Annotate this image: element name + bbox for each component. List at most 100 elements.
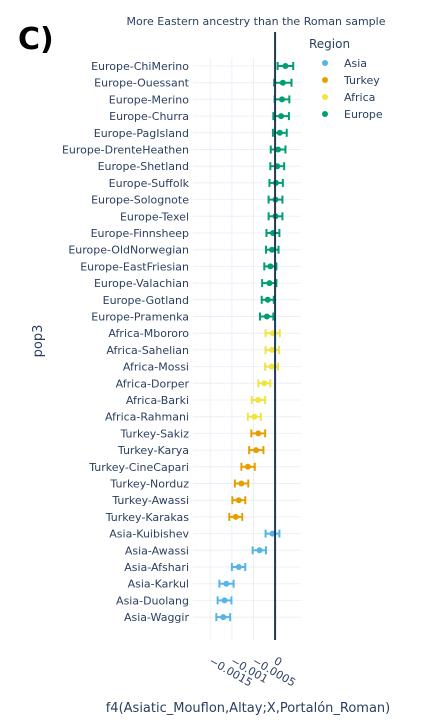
data-point [268, 363, 275, 370]
error-bar [269, 162, 286, 171]
error-bar [276, 62, 295, 70]
y-tick-label: Europe-EastFriesian [80, 260, 189, 273]
data-point [278, 96, 285, 103]
error-bar [240, 462, 256, 471]
data-point [223, 580, 230, 587]
y-tick-label: Europe-Shetland [98, 160, 189, 173]
y-tick-label: Europe-PagIsland [94, 127, 189, 140]
y-tick-label: Africa-Mbororo [108, 327, 189, 340]
legend-label: Asia [344, 57, 367, 70]
y-tick-label: Europe-Valachian [94, 277, 189, 290]
y-tick-label: Asia-Duolang [116, 594, 189, 607]
data-point [264, 296, 271, 303]
legend-label: Africa [344, 91, 375, 104]
y-tick-label: Europe-Texel [120, 210, 189, 223]
error-bar [264, 362, 280, 371]
y-tick-label: Europe-Ouessant [94, 77, 190, 90]
error-bar [218, 579, 235, 588]
y-tick-label: Asia-Waggir [124, 611, 190, 624]
error-bar [258, 312, 275, 321]
y-tick-label: Africa-Mossi [123, 361, 189, 374]
data-point [278, 113, 285, 120]
y-tick-label: Europe-Suffolk [109, 177, 190, 190]
data-point [269, 346, 276, 353]
data-point [251, 413, 258, 420]
data-point [244, 463, 251, 470]
y-tick-label: Turkey-Norduz [109, 478, 189, 491]
y-tick-label: Asia-Afshari [124, 561, 189, 574]
error-bar [261, 279, 278, 288]
y-tick-label: Turkey-CineCapari [88, 461, 189, 474]
data-point [255, 430, 262, 437]
data-point [253, 447, 260, 454]
error-bar [269, 145, 287, 154]
error-bar [215, 613, 232, 622]
legend[interactable]: Region Asia Turkey Africa Europe [309, 37, 383, 121]
legend-item-africa[interactable]: Africa [322, 91, 375, 104]
x-axis-title: f4(Asiatic_Mouflon,Altay;X,Portalón_Roma… [106, 701, 391, 716]
data-point [220, 614, 227, 621]
data-point [267, 263, 274, 270]
legend-item-asia[interactable]: Asia [322, 57, 367, 70]
data-point [266, 280, 273, 287]
legend-marker [322, 60, 328, 66]
y-tick-label: Europe-DrenteHeathen [62, 144, 189, 157]
y-tick-label: Europe-Gotland [103, 294, 189, 307]
error-bar [273, 95, 291, 104]
legend-item-europe[interactable]: Europe [322, 108, 383, 121]
error-bar [231, 496, 247, 505]
error-bar [233, 479, 250, 488]
data-point [282, 63, 289, 69]
error-bar [264, 329, 281, 338]
y-tick-label: Turkey-Awassi [111, 494, 189, 507]
legend-item-turkey[interactable]: Turkey [322, 74, 380, 87]
y-tick-label: Africa-Barki [126, 394, 189, 407]
legend-marker [322, 77, 328, 83]
y-tick-label: Europe-OldNorwegian [68, 244, 189, 257]
error-bar [248, 446, 265, 455]
data-point [275, 146, 282, 153]
data-point [235, 497, 242, 504]
error-bar [251, 546, 268, 555]
legend-title: Region [309, 37, 350, 51]
y-tick-label: Turkey-Karya [117, 444, 189, 457]
y-tick-label: Africa-Sahelian [106, 344, 189, 357]
error-bar [257, 379, 272, 388]
data-marks [215, 62, 295, 622]
legend-marker [322, 94, 328, 100]
y-tick-label: Africa-Rahmani [105, 411, 189, 424]
y-tick-labels: Europe-ChiMerino Europe-Ouessant Europe-Me… [62, 60, 190, 624]
error-bar [250, 396, 267, 404]
error-bar [250, 429, 267, 438]
y-tick-label: Europe-Solognote [91, 194, 189, 207]
y-axis-title: pop3 [31, 325, 46, 358]
annotation: More Eastern ancestry than the Roman sam… [126, 15, 385, 28]
data-point [269, 530, 276, 537]
data-point [261, 380, 268, 387]
y-tick-label: Europe-Churra [109, 110, 189, 123]
legend-label: Turkey [343, 74, 380, 87]
panel-label: C) [18, 22, 54, 57]
data-point [221, 597, 228, 604]
error-bar [264, 345, 280, 354]
y-tick-label: Turkey-Karakas [105, 511, 190, 524]
data-point [238, 480, 245, 487]
error-bar [268, 178, 284, 187]
error-bar [260, 295, 275, 304]
y-tick-label: Europe-Merino [109, 93, 189, 106]
y-tick-label: Asia-Awassi [125, 544, 189, 557]
error-bar [273, 78, 293, 87]
y-tick-label: Europe-Pramenka [91, 311, 189, 324]
error-bar [230, 563, 247, 571]
data-point [279, 79, 286, 86]
y-tick-label: Africa-Dorper [116, 377, 190, 390]
error-bar [216, 596, 233, 605]
data-point [269, 246, 276, 253]
y-tick-label: Europe-Finnsheep [91, 227, 189, 240]
error-bar [228, 512, 244, 521]
y-tick-label: Turkey-Sakiz [120, 427, 190, 440]
y-tick-label: Asia-Kuibishev [109, 528, 189, 541]
data-point [276, 129, 283, 136]
